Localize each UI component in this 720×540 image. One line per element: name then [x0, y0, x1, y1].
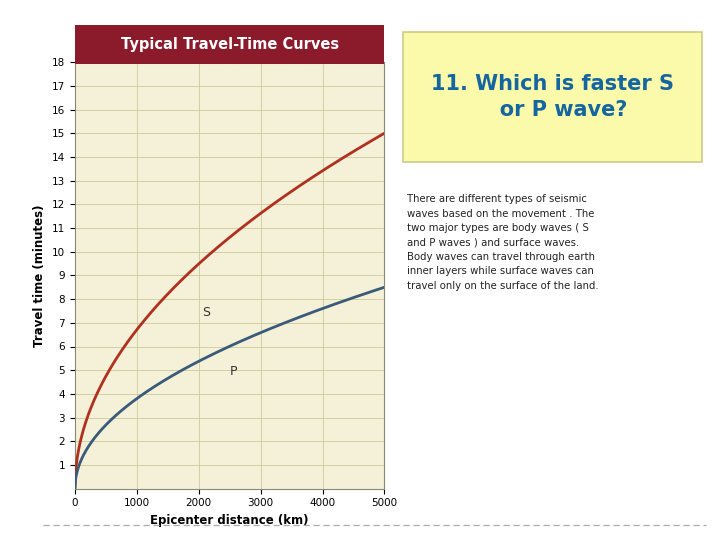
- Text: There are different types of seismic
waves based on the movement . The
two major: There are different types of seismic wav…: [407, 194, 598, 291]
- Y-axis label: Travel time (minutes): Travel time (minutes): [33, 204, 46, 347]
- X-axis label: Epicenter distance (km): Epicenter distance (km): [150, 514, 309, 527]
- Text: 11. Which is faster S
   or P wave?: 11. Which is faster S or P wave?: [431, 74, 674, 120]
- Text: Typical Travel-Time Curves: Typical Travel-Time Curves: [121, 37, 338, 52]
- Text: P: P: [230, 365, 237, 378]
- Text: S: S: [202, 306, 210, 319]
